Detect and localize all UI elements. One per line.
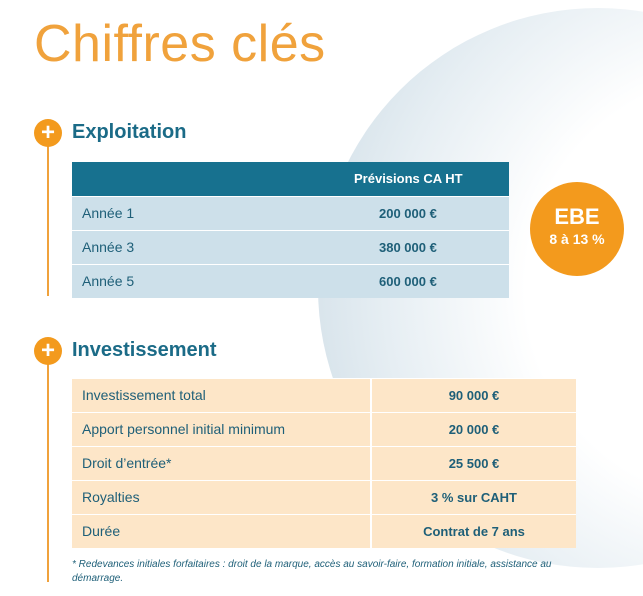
investissement-plus-icon: + — [34, 337, 62, 365]
row-value: 25 500 € — [448, 456, 500, 471]
row-value: 3 % sur CAHT — [431, 490, 517, 505]
column-divider — [370, 515, 372, 548]
row-value: 90 000 € — [448, 388, 500, 403]
row-label: Apport personnel initial minimum — [82, 421, 286, 437]
ebe-badge: EBE 8 à 13 % — [530, 182, 624, 276]
footnote: * Redevances initiales forfaitaires : dr… — [72, 559, 552, 584]
exploitation-timeline-line — [47, 140, 49, 296]
table-row: Apport personnel initial minimum 20 000 … — [72, 412, 576, 446]
column-divider — [370, 481, 372, 514]
row-label: Durée — [82, 523, 121, 539]
exploitation-table: Prévisions CA HT Année 1 200 000 € Année… — [72, 162, 509, 298]
column-divider — [370, 447, 372, 480]
row-label: Année 3 — [82, 239, 135, 255]
table-row: Année 3 380 000 € — [72, 230, 509, 264]
row-value: Contrat de 7 ans — [423, 524, 525, 539]
table-row: Année 5 600 000 € — [72, 264, 509, 298]
investissement-section-title: Investissement — [72, 339, 217, 361]
row-label: Année 5 — [82, 273, 135, 289]
column-divider — [370, 413, 372, 446]
ebe-value: 8 à 13 % — [549, 231, 605, 247]
row-value: 200 000 € — [379, 206, 437, 221]
row-value: 380 000 € — [379, 240, 437, 255]
investissement-table: Investissement total 90 000 € Apport per… — [72, 378, 576, 548]
row-value: 600 000 € — [379, 274, 437, 289]
table-row: Année 1 200 000 € — [72, 196, 509, 230]
table-row: Droit d’entrée* 25 500 € — [72, 446, 576, 480]
investissement-timeline-line — [47, 362, 49, 582]
row-label: Investissement total — [82, 387, 206, 403]
table-row: Royalties 3 % sur CAHT — [72, 480, 576, 514]
row-label: Droit d’entrée* — [82, 455, 172, 471]
table-row: Investissement total 90 000 € — [72, 378, 576, 412]
column-divider — [370, 379, 372, 412]
row-label: Année 1 — [82, 205, 135, 221]
exploitation-column-header: Prévisions CA HT — [354, 171, 463, 186]
exploitation-table-header: Prévisions CA HT — [72, 162, 509, 196]
row-value: 20 000 € — [448, 422, 500, 437]
ebe-label: EBE — [554, 204, 600, 229]
exploitation-plus-icon: + — [34, 119, 62, 147]
table-row: Durée Contrat de 7 ans — [72, 514, 576, 548]
exploitation-section-title: Exploitation — [72, 121, 187, 143]
page-title: Chiffres clés — [34, 15, 326, 73]
row-label: Royalties — [82, 489, 140, 505]
